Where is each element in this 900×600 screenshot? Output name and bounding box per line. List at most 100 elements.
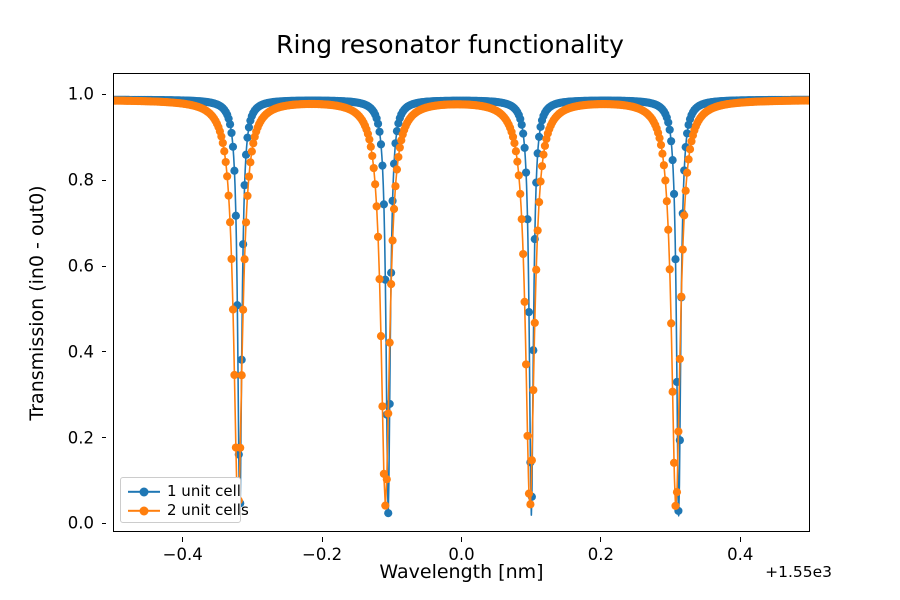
data-point-marker <box>530 318 539 327</box>
data-point-marker <box>385 338 394 347</box>
y-tickmark <box>101 179 106 181</box>
data-point-marker <box>246 158 255 167</box>
data-point-marker <box>228 142 238 151</box>
y-tick-label: 0.0 <box>67 513 94 533</box>
data-point-marker <box>685 145 695 154</box>
data-point-marker <box>665 125 674 134</box>
data-point-marker <box>240 181 249 190</box>
data-point-marker <box>678 245 687 254</box>
data-point-marker <box>671 255 680 264</box>
data-point-marker <box>523 215 532 224</box>
data-point-marker <box>675 436 684 445</box>
data-point-marker <box>665 265 674 274</box>
legend-label-2-unit-cells: 2 unit cells <box>167 501 249 519</box>
x-tick-label: 0.0 <box>448 545 475 564</box>
data-point-marker <box>243 191 252 200</box>
data-point-marker <box>669 458 679 467</box>
data-point-marker <box>388 236 397 245</box>
legend-entry-1-unit-cell[interactable]: 1 unit cell <box>127 482 241 501</box>
data-point-marker <box>540 141 550 150</box>
data-point-marker <box>529 385 538 395</box>
data-point-marker <box>218 138 227 148</box>
data-point-marker <box>387 280 396 289</box>
data-point-marker <box>508 132 518 141</box>
data-point-marker <box>519 129 528 138</box>
data-point-marker <box>373 119 383 128</box>
data-point-marker <box>668 387 677 396</box>
y-tickmark <box>101 437 106 439</box>
data-point-marker <box>524 308 534 317</box>
y-tickmark <box>101 265 106 267</box>
data-point-marker <box>658 149 667 158</box>
data-point-marker <box>684 155 693 164</box>
x-axis-label: Wavelength [nm] <box>379 561 544 583</box>
data-point-marker <box>677 292 686 301</box>
data-point-marker <box>376 140 386 149</box>
data-point-marker <box>520 297 529 306</box>
data-point-marker <box>378 161 387 170</box>
data-point-marker <box>368 151 377 161</box>
data-point-marker <box>655 134 664 143</box>
data-point-marker <box>687 137 696 146</box>
data-point-marker <box>225 120 235 129</box>
data-point-marker <box>220 147 229 156</box>
data-point-marker <box>536 177 545 186</box>
y-tick-label: 1.0 <box>67 84 94 104</box>
data-point-marker <box>237 371 246 380</box>
y-tick-label: 0.6 <box>67 256 94 276</box>
x-tick-label: −0.2 <box>302 545 343 564</box>
x-tickmark <box>321 537 323 542</box>
data-point-marker <box>659 161 668 170</box>
data-point-marker <box>521 168 531 177</box>
data-point-marker <box>365 135 374 144</box>
x-tickmark <box>600 537 602 542</box>
data-point-marker <box>394 152 403 162</box>
x-tickmark <box>461 537 463 542</box>
data-point-marker <box>224 191 233 200</box>
data-point-marker <box>381 501 390 510</box>
data-point-marker <box>667 137 676 146</box>
y-tickmark <box>101 522 106 524</box>
data-point-marker <box>244 172 254 181</box>
x-tickmark <box>182 537 184 542</box>
y-axis-ticks: 0.0 0.2 0.4 0.6 0.8 1.0 <box>0 73 106 533</box>
x-tick-label: 0.4 <box>727 545 754 564</box>
data-point-marker <box>516 189 525 198</box>
data-point-marker <box>392 165 402 174</box>
data-point-marker <box>217 132 226 141</box>
data-point-marker <box>244 123 254 132</box>
data-point-marker <box>231 211 240 220</box>
data-point-marker <box>521 360 531 369</box>
data-point-marker <box>236 443 245 452</box>
data-point-marker <box>661 176 670 185</box>
x-tick-label: −0.4 <box>162 545 203 564</box>
data-point-marker <box>535 198 544 207</box>
data-point-marker <box>382 475 391 484</box>
data-point-marker <box>378 402 387 411</box>
data-point-marker <box>536 122 545 131</box>
data-point-marker <box>249 139 258 148</box>
data-point-marker <box>671 501 680 511</box>
data-point-marker <box>683 168 692 177</box>
plot-area[interactable] <box>113 73 810 532</box>
chart-legend[interactable]: 1 unit cell 2 unit cells <box>120 477 249 523</box>
series-one-unit-cell <box>114 95 809 518</box>
series-two-unit-cells <box>114 96 809 511</box>
data-point-marker <box>241 218 251 227</box>
legend-entry-2-unit-cells[interactable]: 2 unit cells <box>127 501 249 520</box>
series-line <box>114 99 809 510</box>
data-point-marker <box>373 232 383 241</box>
data-point-marker <box>395 143 404 152</box>
data-point-marker <box>656 140 666 150</box>
legend-marker-blue <box>127 485 161 499</box>
data-point-marker <box>384 409 393 418</box>
data-point-marker <box>225 218 235 227</box>
legend-marker-orange <box>127 504 161 518</box>
data-point-marker <box>681 186 690 195</box>
data-point-marker <box>672 488 682 497</box>
data-point-marker <box>680 211 689 220</box>
data-point-marker <box>532 265 541 274</box>
data-point-marker <box>240 255 249 264</box>
data-point-marker <box>517 120 526 129</box>
